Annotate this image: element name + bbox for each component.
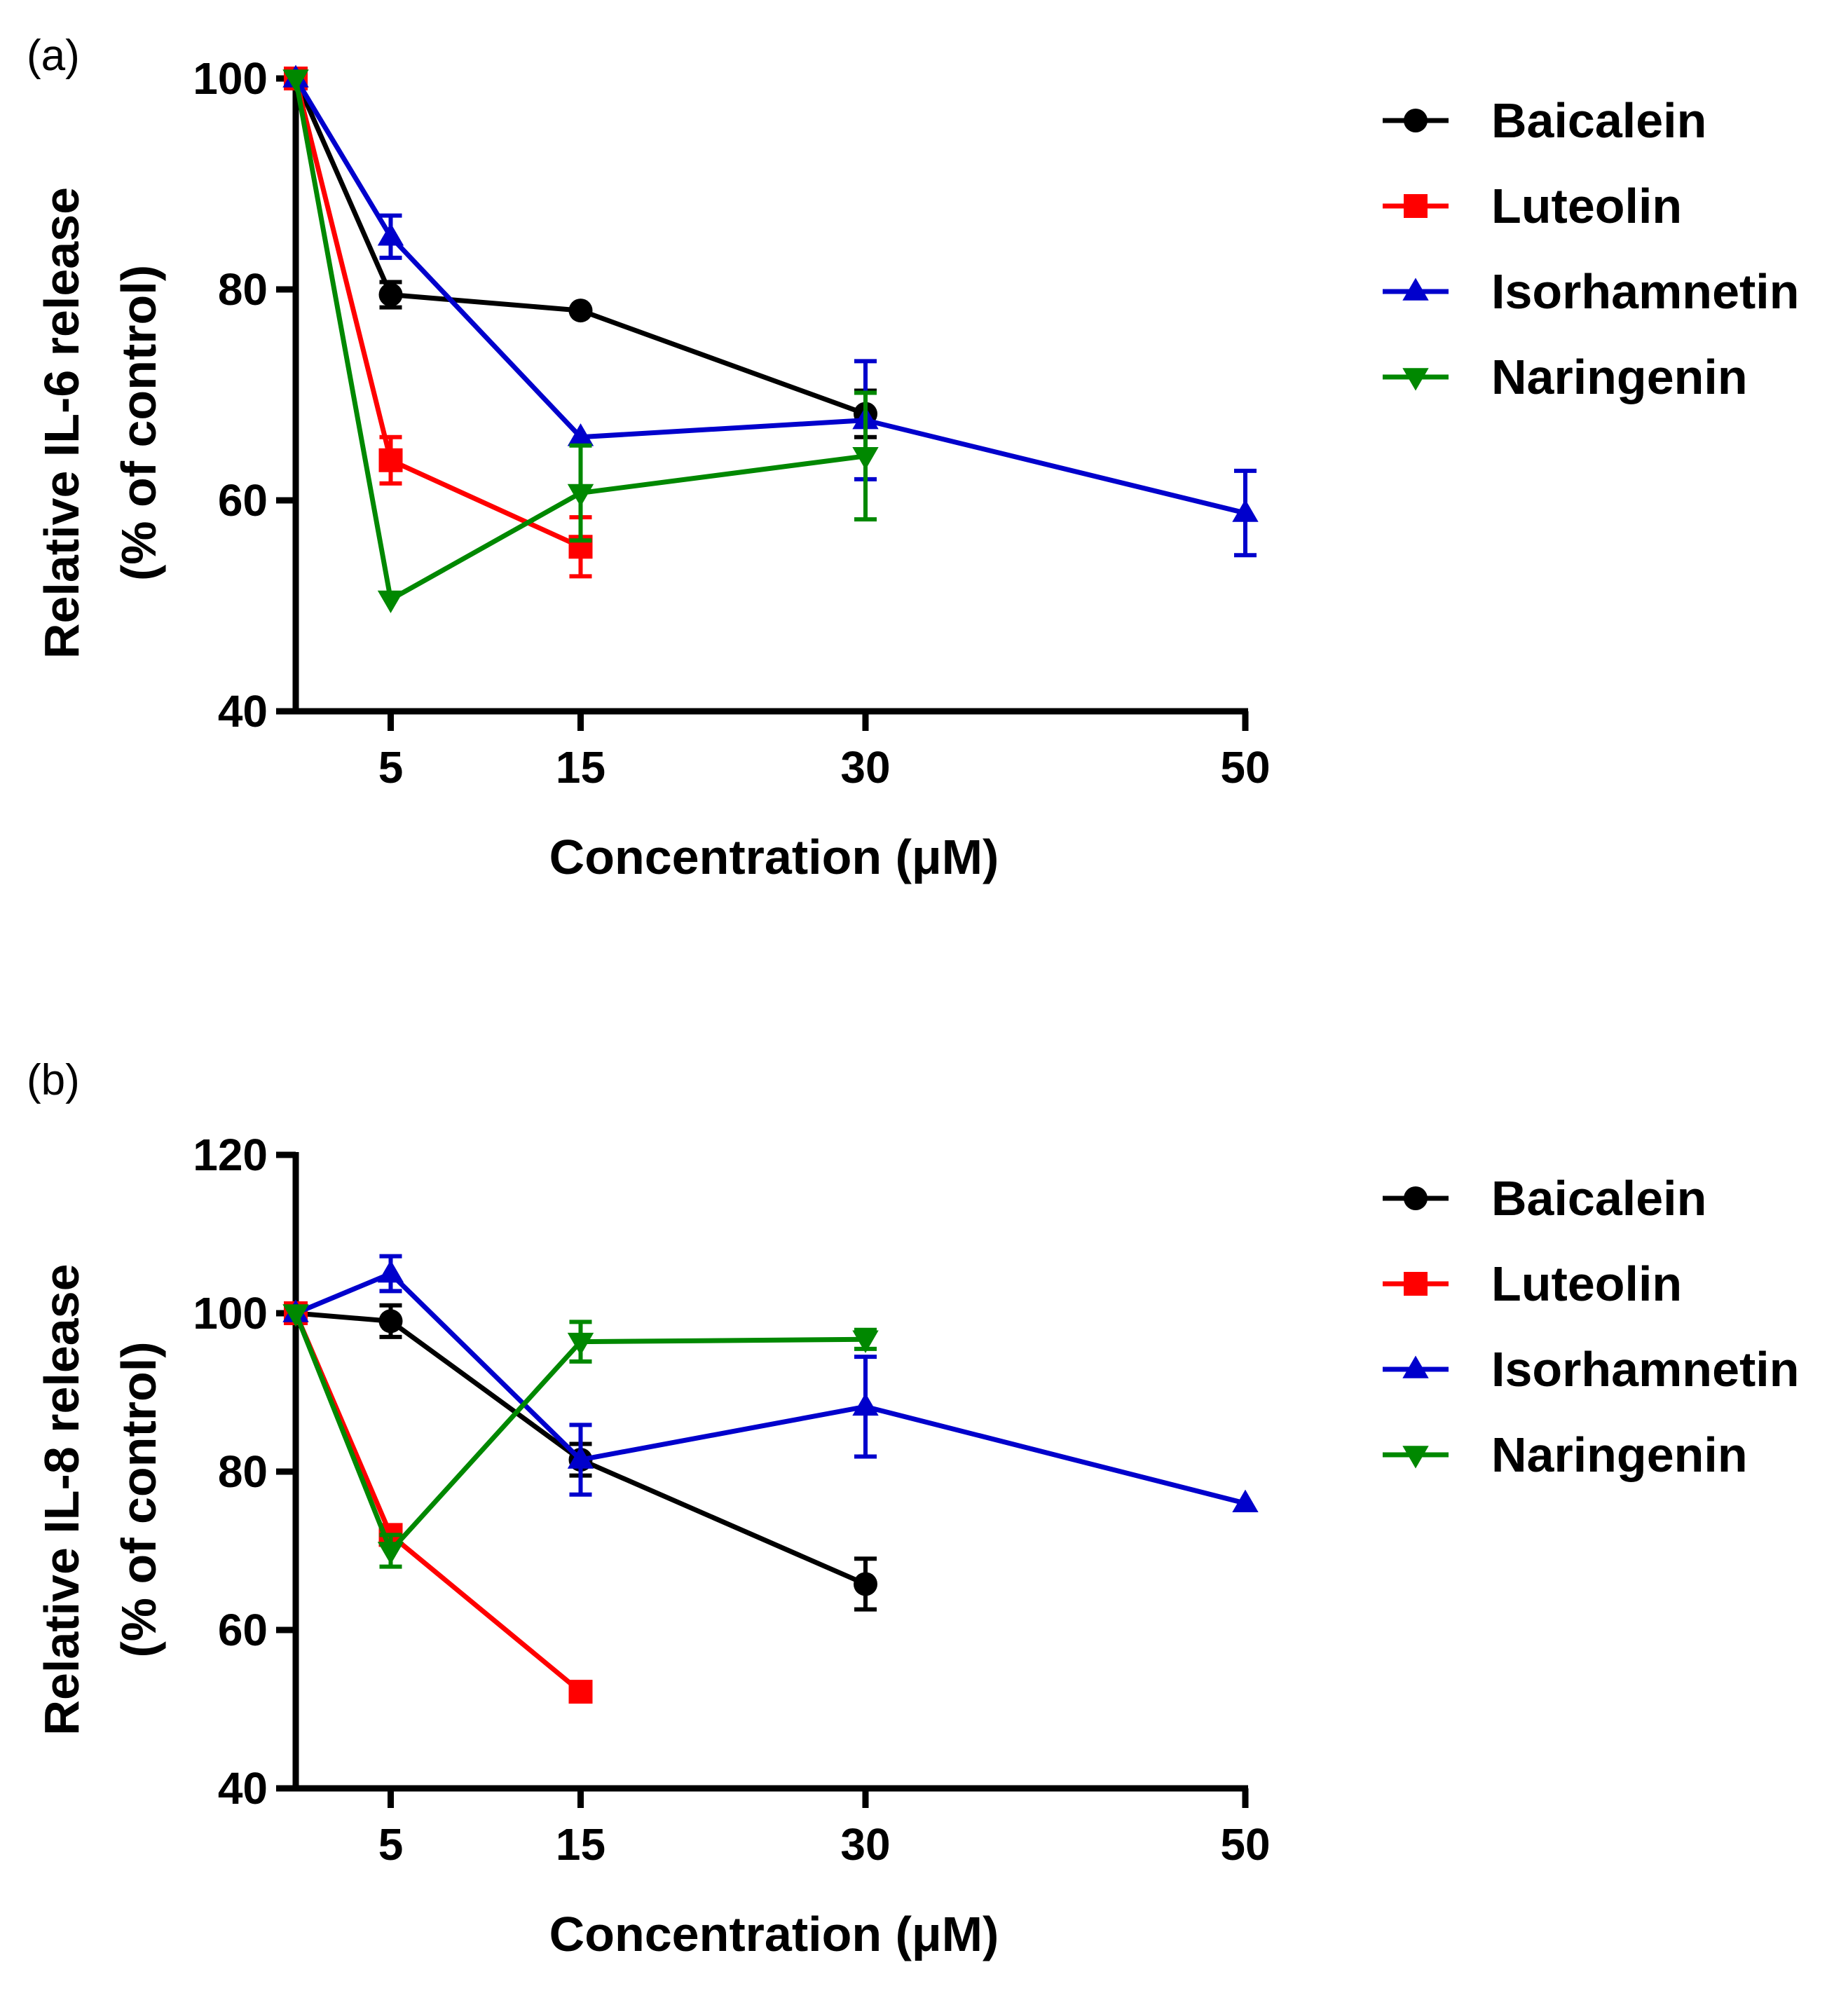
legend-marker [1402,278,1429,301]
series-isorhamnetin [282,1254,1259,1512]
y-axis-title-line-1: Relative IL-6 release [34,187,89,659]
y-axis-title-line-2: (% of control) [111,1341,166,1657]
legend-item-baicalein: Baicalein [1383,93,1706,148]
y-axis-title-line-1: Relative IL-8 release [34,1263,89,1735]
y-tick-label: 100 [193,1288,268,1338]
y-tick-label: 100 [193,53,268,104]
data-point [852,1330,879,1353]
legend-label: Luteolin [1491,179,1682,233]
data-point [852,447,879,470]
legend-item-luteolin: Luteolin [1383,179,1682,233]
legend-marker [1402,368,1429,391]
y-tick-label: 120 [193,1130,268,1180]
y-axis-title-line-2: (% of control) [111,265,166,581]
data-point [377,1259,404,1283]
legend-label: Baicalein [1491,1171,1706,1226]
x-tick-label: 5 [378,742,404,793]
data-point [282,69,309,93]
legend-marker [1402,1355,1429,1378]
data-point [378,448,403,472]
chart-panel-a: (a) 40 60 80 100 5 15 30 50 Concentration (μM) Rel… [27,32,1800,884]
legend-marker [1404,1272,1428,1296]
data-point [377,223,404,246]
legend-item-isorhamnetin: Isorhamnetin [1383,1342,1800,1397]
data-point [567,423,594,446]
legend-label: Isorhamnetin [1491,1342,1800,1397]
data-point [854,1572,877,1596]
data-point [378,282,403,307]
data-point [282,1304,309,1327]
data-point [1232,499,1259,522]
series-naringenin [282,1304,879,1569]
y-tick-label: 80 [218,264,268,315]
data-point [568,299,593,323]
series-isorhamnetin [282,64,1259,558]
x-tick-label: 50 [1220,1819,1270,1870]
panel-label-b: (b) [27,1056,80,1104]
legend-item-luteolin: Luteolin [1383,1256,1682,1311]
legend-item-naringenin: Naringenin [1383,1427,1748,1482]
legend-label: Baicalein [1491,93,1706,148]
y-tick-label: 40 [218,1763,268,1814]
data-point [567,1446,594,1469]
legend-label: Isorhamnetin [1491,264,1800,319]
x-axis-title: Concentration (μM) [549,830,999,884]
x-tick-label: 15 [556,742,605,793]
legend-item-isorhamnetin: Isorhamnetin [1383,264,1800,319]
legend-marker [1404,194,1428,218]
series-line-naringenin [293,1312,866,1554]
data-point [1232,1489,1259,1512]
series-line-baicalein [293,77,867,416]
x-tick-label: 50 [1220,742,1270,793]
data-point [852,1392,879,1416]
y-tick-label: 60 [218,475,268,526]
x-tick-label: 30 [840,1819,890,1870]
series-line-luteolin [293,1312,582,1694]
panel-label-a: (a) [27,32,80,80]
series-naringenin [282,69,879,614]
legend-label: Luteolin [1491,1256,1682,1311]
series-luteolin [284,67,593,579]
legend-marker [1402,1446,1429,1469]
series-line-naringenin [293,78,866,602]
series-line-baicalein [295,1310,867,1587]
data-point [377,1542,404,1565]
data-point [378,1309,403,1334]
legend-marker [1404,1186,1428,1210]
series-line-isorhamnetin [294,1271,1246,1506]
series-luteolin [284,1301,593,1704]
data-point [567,484,594,507]
legend-label: Naringenin [1491,1427,1748,1482]
series-line-isorhamnetin [293,77,1246,516]
chart-panel-b: (b) 40 60 80 100 120 5 15 30 50 Concentration (μM)… [27,1056,1800,1961]
x-tick-label: 15 [556,1819,605,1870]
data-point [377,590,404,614]
data-point [568,1680,593,1704]
x-tick-label: 5 [378,1819,404,1870]
data-point [567,1332,594,1356]
legend-item-baicalein: Baicalein [1383,1171,1706,1226]
y-tick-label: 40 [218,686,268,737]
y-tick-label: 60 [218,1605,268,1655]
x-tick-label: 30 [840,742,890,793]
x-axis-title: Concentration (μM) [549,1907,999,1961]
legend-item-naringenin: Naringenin [1383,350,1748,404]
y-tick-label: 80 [218,1446,268,1497]
legend-marker [1404,109,1428,132]
legend-label: Naringenin [1491,350,1748,404]
